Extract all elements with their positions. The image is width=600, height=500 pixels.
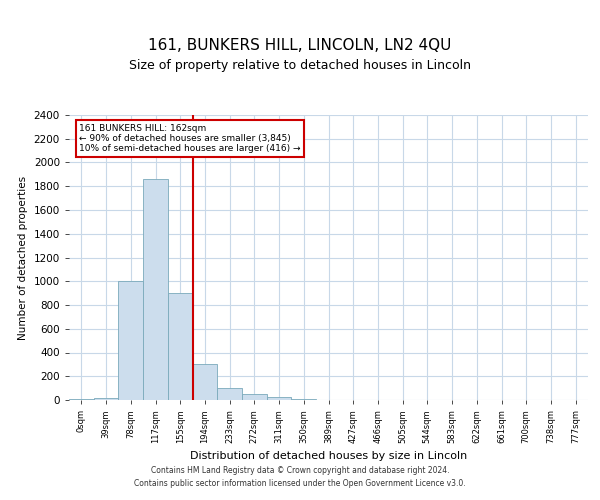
Text: 161, BUNKERS HILL, LINCOLN, LN2 4QU: 161, BUNKERS HILL, LINCOLN, LN2 4QU bbox=[148, 38, 452, 52]
Text: Size of property relative to detached houses in Lincoln: Size of property relative to detached ho… bbox=[129, 60, 471, 72]
X-axis label: Distribution of detached houses by size in Lincoln: Distribution of detached houses by size … bbox=[190, 452, 467, 462]
Bar bbox=[242, 394, 267, 400]
Y-axis label: Number of detached properties: Number of detached properties bbox=[18, 176, 28, 340]
Text: 161 BUNKERS HILL: 162sqm
← 90% of detached houses are smaller (3,845)
10% of sem: 161 BUNKERS HILL: 162sqm ← 90% of detach… bbox=[79, 124, 301, 154]
Bar bbox=[168, 293, 193, 400]
Bar bbox=[267, 397, 292, 400]
Bar bbox=[193, 364, 217, 400]
Bar bbox=[217, 388, 242, 400]
Bar bbox=[118, 281, 143, 400]
Bar bbox=[143, 179, 168, 400]
Text: Contains HM Land Registry data © Crown copyright and database right 2024.
Contai: Contains HM Land Registry data © Crown c… bbox=[134, 466, 466, 487]
Bar bbox=[94, 398, 118, 400]
